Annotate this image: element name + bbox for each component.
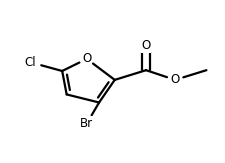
Text: Cl: Cl xyxy=(24,56,36,69)
Text: O: O xyxy=(82,52,91,65)
Text: O: O xyxy=(171,73,180,86)
Text: O: O xyxy=(142,39,151,52)
Text: Br: Br xyxy=(80,117,93,130)
